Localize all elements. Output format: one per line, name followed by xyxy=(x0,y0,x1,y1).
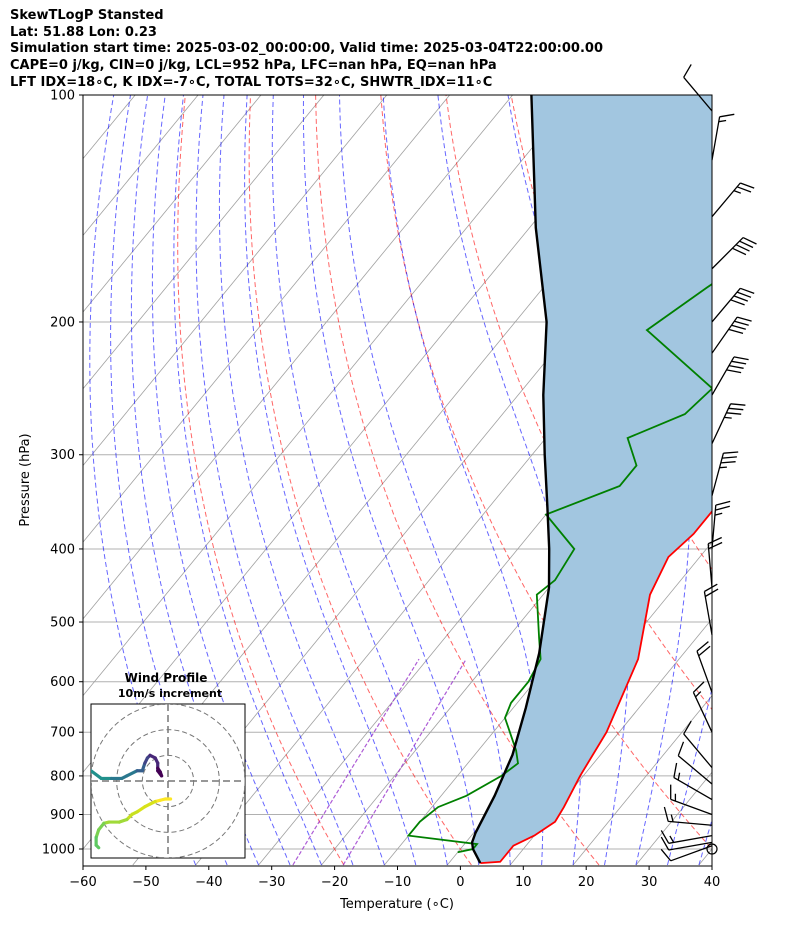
x-tick-label: 20 xyxy=(578,875,595,890)
header-times: Simulation start time: 2025-03-02_00:00:… xyxy=(10,41,603,57)
isotherm-line xyxy=(83,95,262,313)
hodograph-segment xyxy=(156,766,162,774)
wind-barb xyxy=(696,641,713,693)
y-tick-label: 700 xyxy=(50,726,75,741)
hodograph xyxy=(90,703,246,859)
isotherm-line xyxy=(0,95,72,865)
x-axis-label: Temperature (∘C) xyxy=(339,897,454,912)
hodograph-segment xyxy=(125,769,139,778)
wind-barb xyxy=(711,451,739,496)
wind-barb xyxy=(711,287,755,323)
moist-adiabat-line xyxy=(698,818,712,866)
header-title: SkewTLogP Stansted xyxy=(10,8,164,23)
y-tick-label: 200 xyxy=(50,315,75,330)
chart-header: SkewTLogP Stansted Lat: 51.88 Lon: 0.23 … xyxy=(10,8,603,92)
isotherm-line xyxy=(83,95,576,697)
moist-adiabat-line xyxy=(195,95,354,866)
y-tick-label: 100 xyxy=(50,89,75,104)
y-tick-label: 900 xyxy=(50,808,75,823)
wind-barb xyxy=(670,784,713,816)
wind-barb xyxy=(660,836,713,851)
hodograph-plot xyxy=(91,704,245,858)
x-tick-label: −50 xyxy=(132,875,159,890)
moist-adiabat-line xyxy=(218,95,385,866)
dewpoint-line xyxy=(406,283,712,854)
wind-barb xyxy=(660,830,713,844)
header-cape-info: CAPE=0 j/kg, CIN=0 j/kg, LCL=952 hPa, LF… xyxy=(10,58,497,74)
dry-adiabat-line xyxy=(772,95,794,865)
moist-adiabat-line xyxy=(339,95,511,865)
wind-barb xyxy=(677,741,713,785)
x-tick-label: −60 xyxy=(69,875,96,890)
mixing-ratio-line xyxy=(292,658,420,866)
y-tick-label: 1000 xyxy=(42,843,75,858)
wind-barb xyxy=(711,237,757,270)
wind-barb xyxy=(711,356,749,396)
dry-adiabat-line xyxy=(248,95,472,866)
wind-barb xyxy=(711,500,731,550)
isotherm-line xyxy=(83,95,513,620)
wind-barb xyxy=(673,762,713,801)
wind-barb xyxy=(707,536,723,588)
isotherm-line xyxy=(83,95,199,236)
dry-adiabat-line xyxy=(177,95,345,866)
wind-barb xyxy=(663,806,713,826)
wind-barb xyxy=(711,403,746,444)
x-tick-label: 0 xyxy=(456,875,464,890)
mixing-ratio-line xyxy=(342,658,467,866)
header-indices: LFT IDX=18∘C, K IDX=-7∘C, TOTAL TOTS=32∘… xyxy=(10,74,493,90)
wind-barb xyxy=(692,681,713,733)
hodograph-subtitle: 10m/s increment xyxy=(118,687,222,700)
moist-adiabat-line xyxy=(244,95,417,866)
x-tick-label: −30 xyxy=(258,875,285,890)
isotherm-line xyxy=(83,95,450,543)
cape-shading xyxy=(472,95,712,864)
y-axis-label: Pressure (hPa) xyxy=(18,433,33,526)
y-tick-label: 300 xyxy=(50,448,75,463)
isotherm-line xyxy=(83,95,388,467)
moist-adiabat-line xyxy=(173,95,322,866)
moist-adiabat-line xyxy=(302,95,480,866)
header-location: Lat: 51.88 Lon: 0.23 xyxy=(10,24,157,40)
wind-barb xyxy=(711,316,752,354)
y-tick-label: 800 xyxy=(50,769,75,784)
isotherm-line xyxy=(572,694,712,866)
moist-adiabat-line xyxy=(151,95,291,866)
hodograph-title: Wind Profile xyxy=(125,671,208,685)
wind-barb xyxy=(660,845,713,862)
moist-adiabat-line xyxy=(382,95,544,866)
wind-barb-calm xyxy=(706,843,718,855)
isotherm-line xyxy=(698,848,712,866)
x-tick-label: −10 xyxy=(384,875,411,890)
temperature-line xyxy=(480,510,712,864)
moist-adiabat-line xyxy=(271,95,448,866)
wind-barb xyxy=(683,64,713,112)
wind-barb xyxy=(703,583,719,635)
x-tick-label: 30 xyxy=(641,875,658,890)
x-tick-label: −20 xyxy=(321,875,348,890)
hodograph-segment xyxy=(91,769,103,781)
wind-barb xyxy=(711,113,735,161)
x-tick-label: 40 xyxy=(704,875,721,890)
wind-barb xyxy=(683,720,713,769)
y-tick-label: 400 xyxy=(50,542,75,557)
wind-barbs xyxy=(660,64,757,862)
dry-adiabat-line xyxy=(706,95,712,111)
profile-lines xyxy=(406,95,712,864)
x-tick-label: 10 xyxy=(515,875,532,890)
isotherm-line xyxy=(83,95,325,390)
y-tick-label: 600 xyxy=(50,675,75,690)
y-tick-label: 500 xyxy=(50,616,75,631)
x-tick-label: −40 xyxy=(195,875,222,890)
wind-barb xyxy=(711,182,755,218)
hodograph-segment xyxy=(94,843,101,850)
isotherm-line xyxy=(509,618,712,866)
parcel-line xyxy=(470,95,551,864)
